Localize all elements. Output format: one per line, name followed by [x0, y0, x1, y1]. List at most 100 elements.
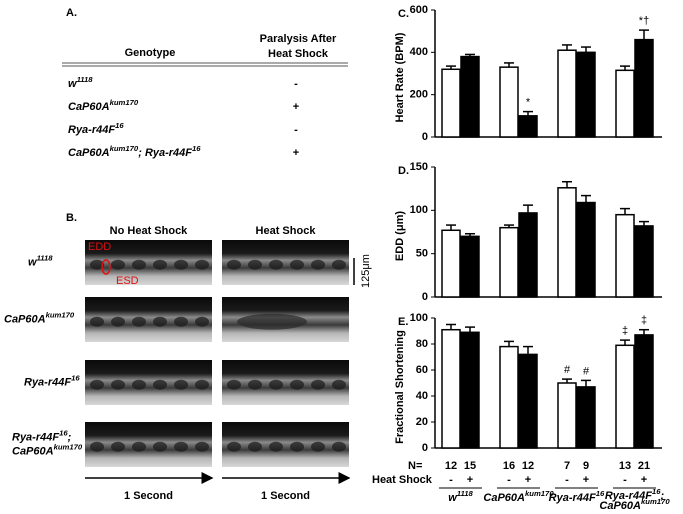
- bar: [634, 225, 654, 298]
- heat-shock-value: -: [449, 474, 453, 486]
- bar: [460, 235, 480, 298]
- n-label: N=: [408, 460, 422, 472]
- text-segment: CaP60A: [68, 147, 110, 159]
- echo-image: [85, 240, 212, 285]
- text-segment: CaP60A: [68, 101, 110, 113]
- text-segment: w: [28, 256, 38, 268]
- significance: *: [526, 97, 531, 109]
- heat-shock-value: +: [467, 474, 473, 486]
- bar: [441, 229, 461, 298]
- y-axis-label: EDD (μm): [394, 211, 406, 261]
- panel-label: C.: [398, 8, 409, 20]
- heart-chamber: [269, 441, 283, 452]
- heart-chamber: [290, 379, 304, 390]
- genotype-label: w1118: [448, 489, 473, 504]
- paralysis: +: [293, 101, 299, 113]
- echo-image: [85, 297, 212, 342]
- significance: ‡: [622, 325, 628, 337]
- y-tick-label: 40: [416, 390, 428, 402]
- y-tick-label: 600: [410, 4, 428, 16]
- heart-chamber: [111, 441, 125, 452]
- heart-chamber: [174, 379, 188, 390]
- heart-chamber: [111, 379, 125, 390]
- panel-label: A.: [66, 7, 77, 19]
- heart-chamber: [290, 441, 304, 452]
- text-segment: 16: [59, 428, 68, 437]
- heart-chamber: [195, 259, 209, 270]
- genotype: Rya-r44F16: [68, 121, 124, 136]
- genotype: w1118: [68, 75, 93, 90]
- bar: [615, 344, 635, 449]
- text-segment: kum170: [110, 98, 139, 107]
- genotype-label: CaP60Akum170: [599, 497, 670, 512]
- paralysis: +: [293, 147, 299, 159]
- bar: [518, 353, 538, 449]
- column-header: Genotype: [125, 47, 176, 59]
- heart-chamber: [90, 316, 104, 327]
- n-value: 9: [583, 460, 589, 472]
- y-tick-label: 0: [422, 291, 428, 303]
- y-tick-label: 100: [410, 312, 428, 324]
- text-segment: CaP60A: [4, 313, 46, 325]
- n-value: 15: [464, 460, 476, 472]
- edd-label: EDD: [88, 241, 111, 253]
- bar: [441, 68, 461, 138]
- heart-chamber: [290, 259, 304, 270]
- row-label: Rya-r44F16;: [12, 428, 72, 443]
- heart-chamber: [132, 379, 146, 390]
- text-segment: kum170: [110, 144, 139, 153]
- heart-chamber: [269, 259, 283, 270]
- heat-shock-value: +: [583, 474, 589, 486]
- heat-shock-value: -: [507, 474, 511, 486]
- text-segment: 16: [192, 144, 201, 153]
- heart-chamber: [90, 441, 104, 452]
- bar: [557, 187, 577, 298]
- y-axis-label: Heart Rate (BPM): [394, 32, 406, 122]
- genotype-label: CaP60Akum170: [483, 489, 554, 504]
- heat-shock-value: -: [623, 474, 627, 486]
- heart-chamber: [227, 441, 241, 452]
- text-segment: w: [68, 78, 78, 90]
- significance: ‡: [641, 315, 647, 327]
- text-segment: kum170: [641, 497, 670, 506]
- heart-chamber: [311, 379, 325, 390]
- text-segment: Rya-r44F: [605, 490, 652, 502]
- panel-label: E.: [398, 316, 408, 328]
- heart-chamber: [332, 259, 346, 270]
- heart-chamber: [269, 379, 283, 390]
- n-value: 12: [445, 460, 457, 472]
- heart-chamber: [227, 379, 241, 390]
- column-header: Paralysis After: [260, 33, 337, 45]
- y-tick-label: 80: [416, 338, 428, 350]
- n-value: 21: [638, 460, 650, 472]
- scale-label: 125μm: [360, 254, 372, 288]
- n-value: 7: [564, 460, 570, 472]
- paralysis: -: [294, 124, 298, 136]
- text-segment: 16: [115, 121, 124, 130]
- bar: [557, 382, 577, 449]
- echo-image: [85, 422, 212, 467]
- heart-chamber: [195, 441, 209, 452]
- text-segment: 16: [652, 487, 661, 496]
- heart-chamber: [132, 259, 146, 270]
- echo-image: [222, 360, 349, 405]
- text-segment: 16: [71, 373, 80, 382]
- row-label: w1118: [28, 253, 53, 268]
- text-segment: 1118: [77, 75, 94, 84]
- y-tick-label: 0: [422, 131, 428, 143]
- bar: [557, 49, 577, 138]
- bar: [634, 334, 654, 449]
- genotype: CaP60Akum170; Rya-r44F16: [68, 144, 201, 159]
- bar: [576, 386, 596, 449]
- heart-chamber: [174, 316, 188, 327]
- bar: [634, 38, 654, 138]
- echo-image: [85, 360, 212, 405]
- n-value: 16: [503, 460, 515, 472]
- heart-chamber: [248, 379, 262, 390]
- heart-chamber: [311, 259, 325, 270]
- bar: [441, 328, 461, 449]
- significance: *†: [639, 15, 649, 27]
- bar: [518, 115, 538, 138]
- esd-label: ESD: [116, 275, 139, 287]
- bar: [460, 331, 480, 449]
